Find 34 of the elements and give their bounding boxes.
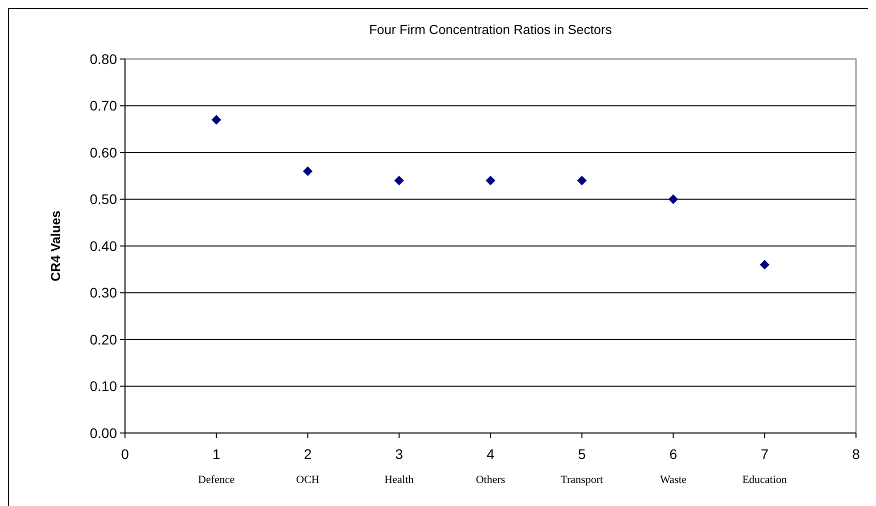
y-tick-label: 0.60 [90, 144, 118, 160]
point [486, 176, 496, 186]
x-tick-label: 3 [395, 446, 404, 462]
y-tick-label: 0.00 [90, 424, 118, 441]
y-tick-label: 0.70 [90, 98, 118, 114]
y-tick-label: 0.10 [90, 378, 118, 394]
point [302, 166, 313, 176]
y-tick-label: 0.80 [90, 50, 118, 67]
text: Waste [660, 474, 687, 486]
x-tick-label: 8 [852, 446, 860, 462]
x-tick-label: 5 [578, 446, 586, 462]
text: Transport [560, 474, 604, 486]
point [394, 176, 404, 186]
x-tick-label: 4 [486, 446, 495, 462]
text: Others [476, 474, 506, 486]
text: Defence [198, 474, 235, 486]
x-tick-label: 6 [669, 446, 678, 462]
x-tick-label: 0 [121, 446, 130, 462]
x-tick-label: 7 [760, 446, 769, 462]
text: Health [384, 474, 414, 486]
y-axis-title: CR4 Values [48, 210, 63, 282]
text: Education [742, 474, 788, 486]
x-tick-label: 1 [212, 446, 220, 462]
text: OCH [296, 474, 320, 486]
chart-title: Four Firm Concentration Ratios in Sectors [369, 22, 612, 37]
point [212, 114, 222, 125]
y-tick-label: 0.40 [90, 238, 118, 254]
point [668, 194, 678, 204]
point [760, 260, 770, 270]
x-tick-label: 2 [304, 446, 312, 462]
y-tick-label: 0.20 [90, 331, 118, 348]
point [577, 176, 587, 186]
y-tick-label: 0.50 [90, 191, 118, 208]
y-tick-label: 0.30 [90, 284, 118, 301]
